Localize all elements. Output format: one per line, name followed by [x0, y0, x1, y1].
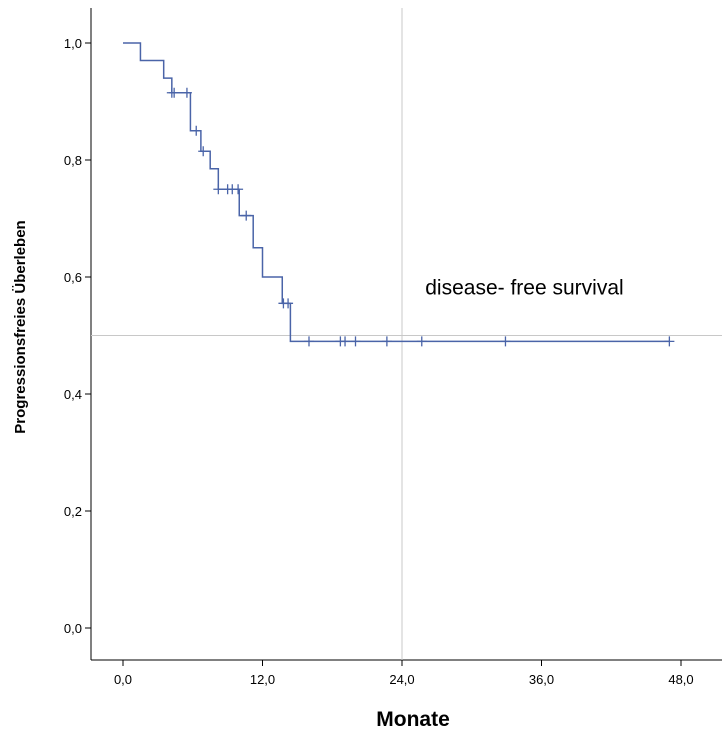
y-tick-label: 1,0 [64, 36, 82, 51]
censor-mark [416, 336, 427, 347]
x-tick-label: 12,0 [250, 672, 275, 687]
series-group [123, 42, 675, 347]
censor-mark [191, 125, 202, 136]
censor-mark [304, 336, 314, 347]
y-axis-title: Progressionsfreies Überleben [12, 220, 29, 433]
x-tick-label: 36,0 [529, 672, 554, 687]
y-tick-label: 0,6 [64, 270, 82, 285]
censor-mark [169, 87, 180, 98]
censor-mark [213, 184, 224, 195]
annotation-label: disease- free survival [425, 277, 623, 300]
x-tick-label: 0,0 [114, 672, 132, 687]
censor-mark [241, 210, 252, 221]
censor-mark [664, 336, 675, 347]
x-axis-ticks: 0,0 12,0 24,0 36,0 48,0 [114, 660, 694, 687]
censor-mark [381, 336, 392, 347]
y-axis-ticks: 0,0 0,2 0,4 0,6 0,8 1,0 [64, 36, 91, 636]
censor-mark [181, 87, 192, 98]
censor-mark [233, 184, 244, 195]
y-tick-label: 0,8 [64, 153, 82, 168]
censor-mark [350, 336, 361, 347]
x-tick-label: 48,0 [668, 672, 693, 687]
x-tick-label: 24,0 [389, 672, 414, 687]
x-axis-title: Monate [376, 708, 450, 731]
y-tick-label: 0,4 [64, 387, 82, 402]
reference-lines [91, 8, 722, 660]
censor-mark [500, 336, 511, 347]
censor-mark [283, 298, 294, 309]
y-tick-label: 0,2 [64, 504, 82, 519]
survival-step-line [123, 42, 670, 343]
censor-mark [340, 336, 351, 347]
y-tick-label: 0,0 [64, 621, 82, 636]
censor-mark [198, 146, 209, 157]
